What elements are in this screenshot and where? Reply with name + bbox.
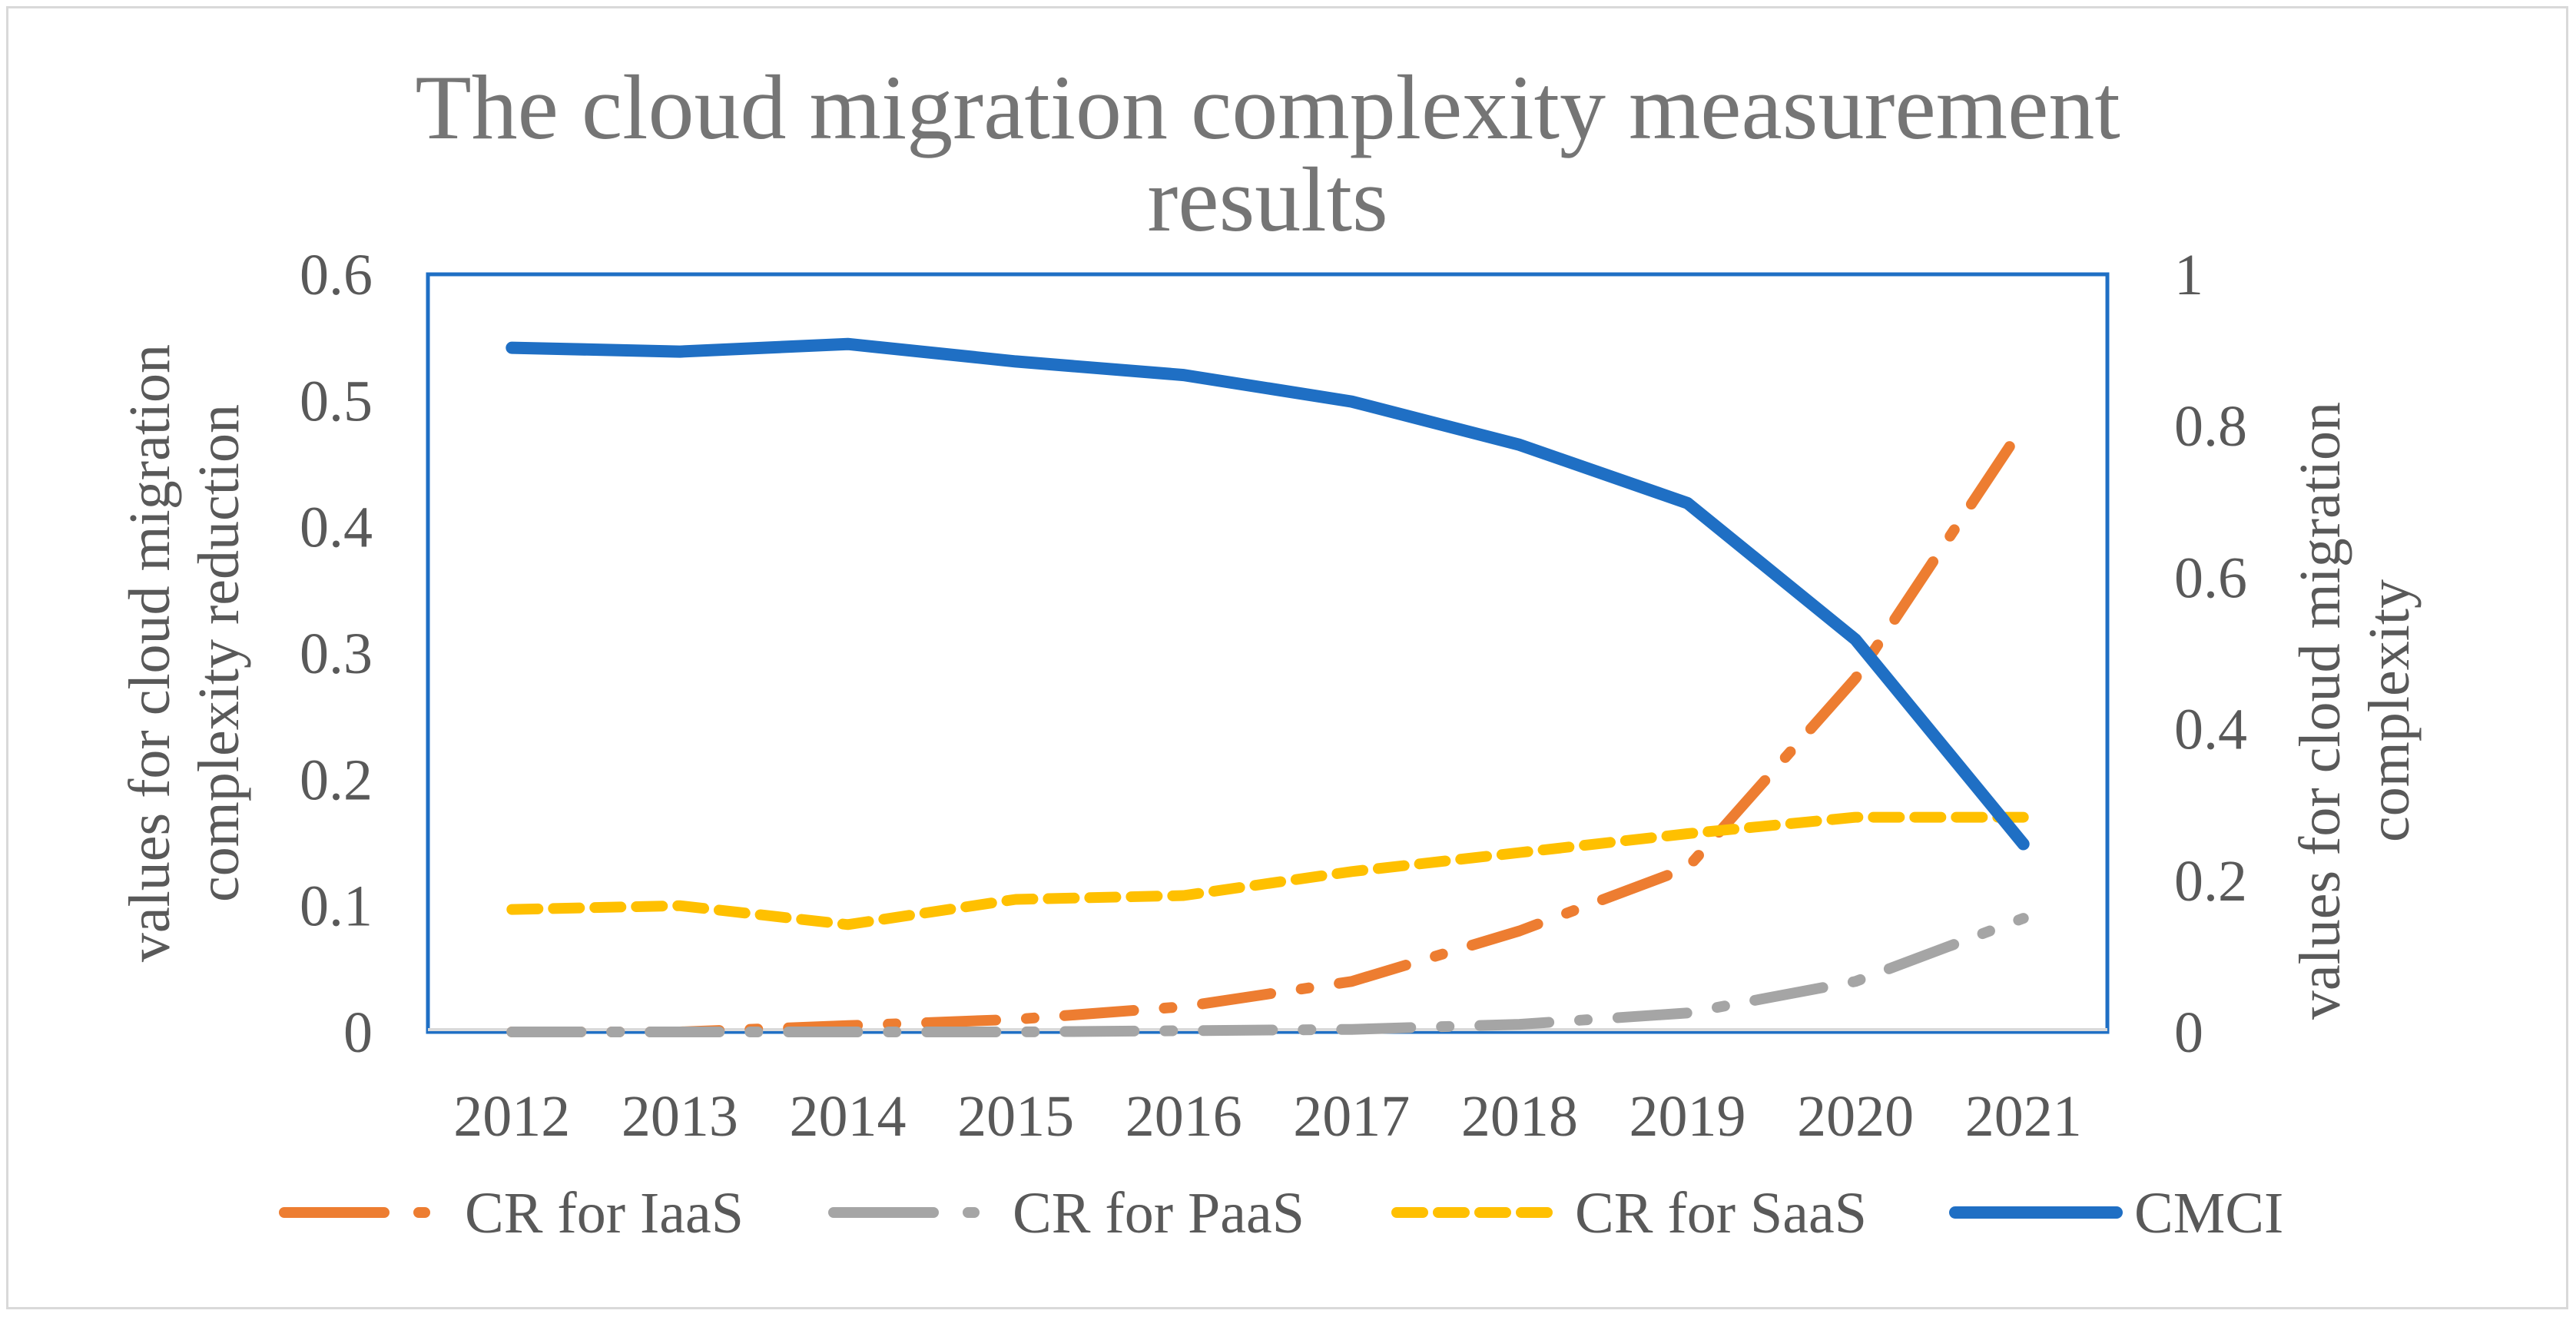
left-tick-label: 0.6	[300, 243, 373, 307]
chart-title: The cloud migration complexity measureme…	[415, 56, 2120, 250]
series-line-cmci	[506, 337, 2030, 851]
left-axis-title-line-1: values for cloud migration	[118, 344, 182, 962]
legend-label: CR for PaaS	[1013, 1181, 1305, 1246]
right-y-axis-ticks: 0 0.2 0.4 0.6 0.8 1	[2174, 243, 2247, 1065]
x-tick-label: 2019	[1629, 1084, 1746, 1149]
series-lines	[506, 337, 2030, 1037]
series-line-cr-for-iaas	[506, 420, 2029, 1037]
x-tick-label: 2014	[790, 1084, 907, 1149]
left-tick-label: 0.1	[300, 874, 373, 939]
right-y-axis-title: values for cloud migration complexity	[2288, 402, 2422, 1020]
legend-label: CR for SaaS	[1575, 1181, 1867, 1246]
legend-item-cr-for-saas: CR for SaaS	[1391, 1181, 1867, 1246]
legend-item-cr-for-iaas: CR for IaaS	[279, 1181, 744, 1246]
series-line-cr-for-paas	[506, 913, 2029, 1037]
chart-title-line-1: The cloud migration complexity measureme…	[415, 56, 2120, 158]
chart-frame	[6, 6, 2568, 1309]
series-line-cr-for-saas	[506, 811, 2029, 931]
x-tick-label: 2015	[957, 1084, 1074, 1149]
x-tick-label: 2021	[1965, 1084, 2082, 1149]
right-tick-label: 0.4	[2174, 698, 2247, 762]
left-y-axis-ticks: 0 0.1 0.2 0.3 0.4 0.5 0.6	[300, 243, 373, 1065]
right-tick-label: 0.6	[2174, 546, 2247, 610]
left-tick-label: 0.4	[300, 496, 373, 560]
legend-item-cr-for-paas: CR for PaaS	[828, 1181, 1305, 1246]
right-tick-label: 0	[2174, 1000, 2203, 1065]
x-tick-label: 2017	[1293, 1084, 1410, 1149]
right-tick-label: 0.2	[2174, 849, 2247, 914]
left-axis-title-line-2: complexity reduction	[187, 404, 251, 902]
left-tick-label: 0	[343, 1000, 373, 1065]
right-axis-title-line-1: values for cloud migration	[2288, 402, 2352, 1020]
left-tick-label: 0.3	[300, 622, 373, 686]
right-tick-label: 1	[2174, 243, 2203, 307]
legend-item-cmci: CMCI	[1949, 1181, 2283, 1246]
left-tick-label: 0.5	[300, 369, 373, 433]
x-tick-label: 2013	[622, 1084, 738, 1149]
chart-title-line-2: results	[1147, 148, 1387, 250]
legend: CR for IaaS CR for PaaS CR for SaaS CMCI	[279, 1181, 2283, 1246]
x-tick-label: 2016	[1126, 1084, 1242, 1149]
right-tick-label: 0.8	[2174, 394, 2247, 459]
right-axis-title-line-2: complexity	[2357, 579, 2422, 842]
left-y-axis-title: values for cloud migration complexity red…	[118, 344, 251, 962]
legend-label: CMCI	[2134, 1181, 2283, 1246]
x-axis-ticks: 2012 2013 2014 2015 2016 2017 2018 2019 2020 2021	[453, 1084, 2081, 1149]
x-tick-label: 2012	[453, 1084, 570, 1149]
left-tick-label: 0.2	[300, 748, 373, 812]
x-tick-label: 2020	[1797, 1084, 1914, 1149]
x-tick-label: 2018	[1461, 1084, 1578, 1149]
legend-label: CR for IaaS	[465, 1181, 744, 1246]
